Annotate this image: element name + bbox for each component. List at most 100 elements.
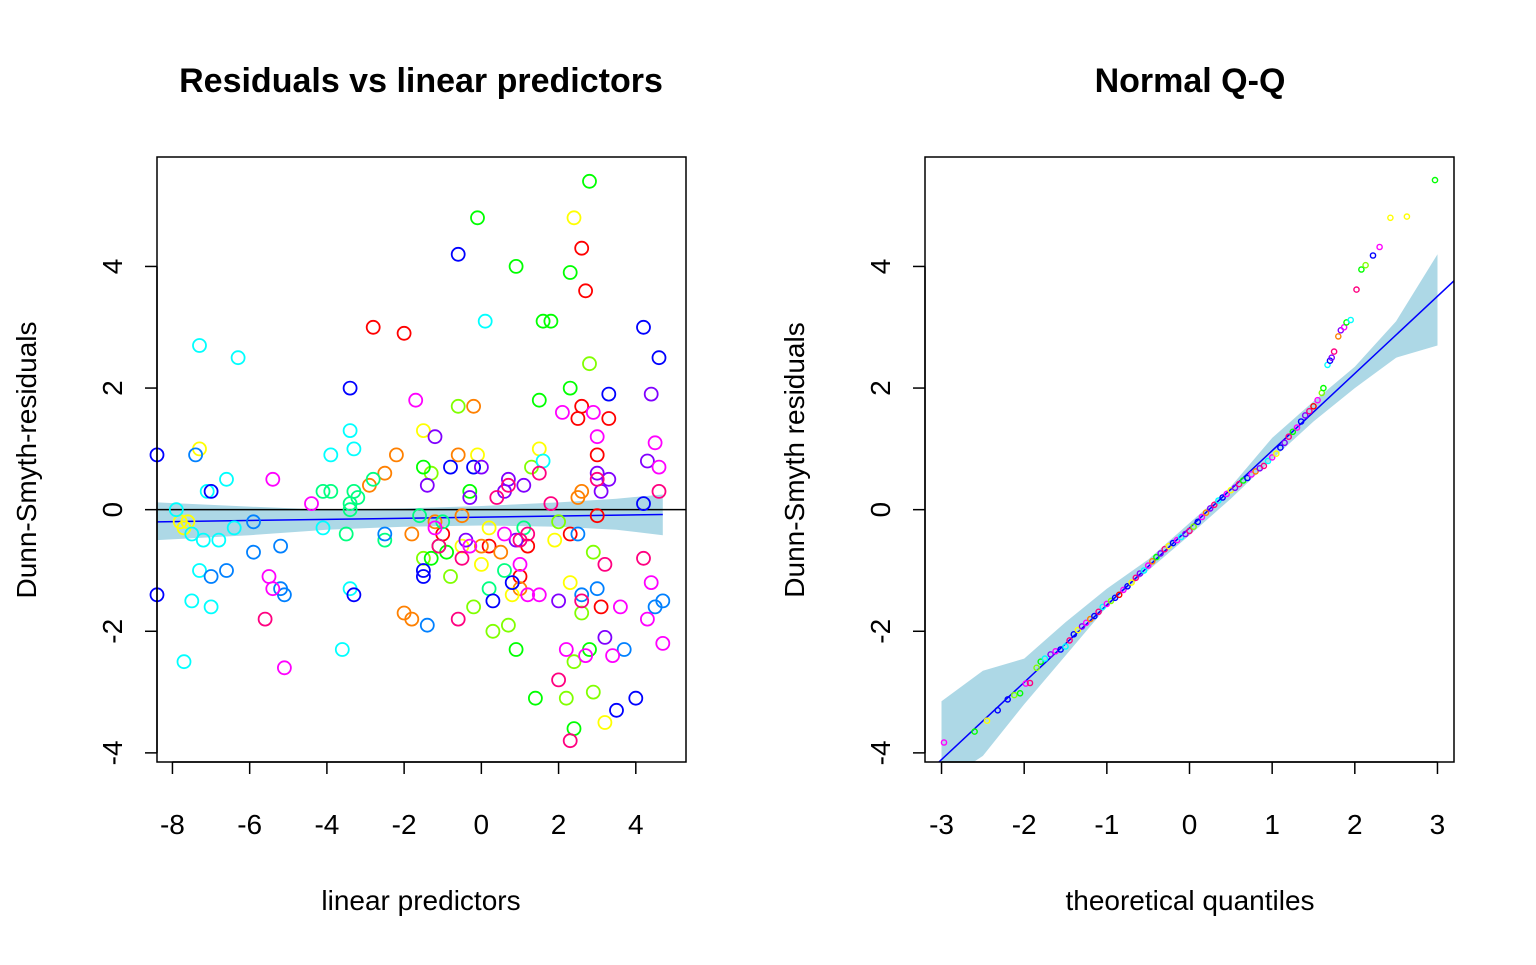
- data-point: [655, 636, 671, 651]
- data-point: [520, 526, 536, 542]
- data-point: [427, 520, 443, 536]
- data-point: [450, 447, 466, 463]
- x-tick-label: 0: [1182, 809, 1198, 840]
- data-point: [643, 386, 659, 402]
- y-tick-label: 4: [97, 259, 128, 275]
- data-point: [520, 587, 536, 603]
- x-tick-label: -2: [1012, 809, 1037, 840]
- data-point: [613, 599, 628, 615]
- data-point: [640, 611, 655, 627]
- data-point: [516, 477, 532, 493]
- data-point: [1037, 658, 1044, 666]
- data-point: [597, 715, 613, 730]
- data-point: [1153, 553, 1160, 561]
- y-tick-label: 2: [97, 380, 128, 396]
- data-point: [500, 471, 516, 487]
- data-point: [551, 672, 566, 688]
- data-point: [1177, 533, 1185, 541]
- data-point: [342, 423, 358, 439]
- data-point: [1136, 570, 1144, 577]
- data-point: [1340, 323, 1348, 331]
- data-point: [570, 526, 586, 542]
- data-point: [1335, 333, 1342, 340]
- data-point: [377, 465, 393, 481]
- x-tick-label: -2: [392, 809, 417, 840]
- plot-title: Normal Q-Q: [1095, 62, 1286, 100]
- data-point: [1306, 407, 1313, 415]
- data-point: [199, 483, 215, 499]
- data-point: [547, 532, 563, 548]
- data-point: [497, 563, 512, 578]
- band-area: [941, 254, 1438, 762]
- data-point: [493, 544, 509, 560]
- data-point: [350, 490, 366, 505]
- data-point: [1186, 527, 1193, 535]
- data-point: [1099, 603, 1106, 611]
- data-point: [1074, 626, 1082, 634]
- data-point: [265, 471, 281, 487]
- data-point: [168, 502, 184, 518]
- data-point: [219, 563, 234, 578]
- data-point: [276, 587, 292, 603]
- data-point: [246, 514, 261, 530]
- x-tick-label: 2: [551, 809, 567, 840]
- data-point: [1268, 454, 1276, 461]
- data-point: [1403, 213, 1411, 220]
- data-point: [1297, 418, 1305, 425]
- data-point: [419, 617, 435, 633]
- data-point: [1190, 523, 1197, 531]
- data-point: [1231, 484, 1239, 492]
- normal-qq-plot: Normal Q-Q theoretical quantiles Dunn-Sm…: [779, 62, 1455, 916]
- data-point: [1132, 574, 1140, 582]
- data-point: [365, 319, 381, 335]
- data-point: [1062, 643, 1069, 650]
- data-point: [531, 441, 547, 457]
- data-point: [1252, 468, 1259, 475]
- data-point: [473, 459, 489, 475]
- data-point: [450, 611, 466, 627]
- data-point: [1124, 583, 1131, 590]
- data-point: [315, 520, 331, 536]
- data-point: [427, 514, 443, 530]
- data-point: [1215, 497, 1222, 504]
- data-point: [273, 538, 289, 554]
- y-tick-label: -4: [865, 740, 896, 765]
- data-point: [1194, 518, 1202, 526]
- y-tick-label: -2: [97, 619, 128, 644]
- data-point: [323, 483, 339, 499]
- data-point: [338, 526, 354, 542]
- x-tick-label: -4: [314, 809, 339, 840]
- data-point: [226, 520, 242, 536]
- data-point: [1011, 691, 1018, 699]
- data-point: [1095, 608, 1102, 616]
- data-point: [1244, 474, 1251, 482]
- data-point: [651, 483, 667, 499]
- x-tick-label: -6: [237, 809, 262, 840]
- data-point: [1281, 439, 1288, 447]
- data-point: [1149, 558, 1156, 565]
- data-point: [512, 557, 528, 572]
- data-point: [1320, 384, 1327, 392]
- data-point: [1310, 402, 1317, 410]
- data-point: [396, 325, 412, 341]
- data-point: [574, 593, 590, 609]
- data-point: [1289, 428, 1297, 436]
- data-point: [481, 520, 497, 536]
- data-point: [562, 733, 578, 749]
- data-point: [415, 563, 431, 578]
- data-point: [454, 550, 470, 566]
- data-point: [616, 642, 632, 657]
- data-point: [454, 508, 470, 524]
- y-tick-label: -2: [865, 619, 896, 644]
- data-point: [473, 538, 489, 554]
- data-point: [1066, 637, 1073, 644]
- data-point: [1026, 679, 1034, 687]
- data-point: [504, 575, 520, 590]
- data-point: [462, 483, 478, 499]
- data-point: [582, 356, 597, 372]
- data-point: [184, 593, 200, 609]
- data-point: [1260, 462, 1268, 470]
- data-point: [415, 459, 431, 475]
- data-point: [562, 575, 578, 590]
